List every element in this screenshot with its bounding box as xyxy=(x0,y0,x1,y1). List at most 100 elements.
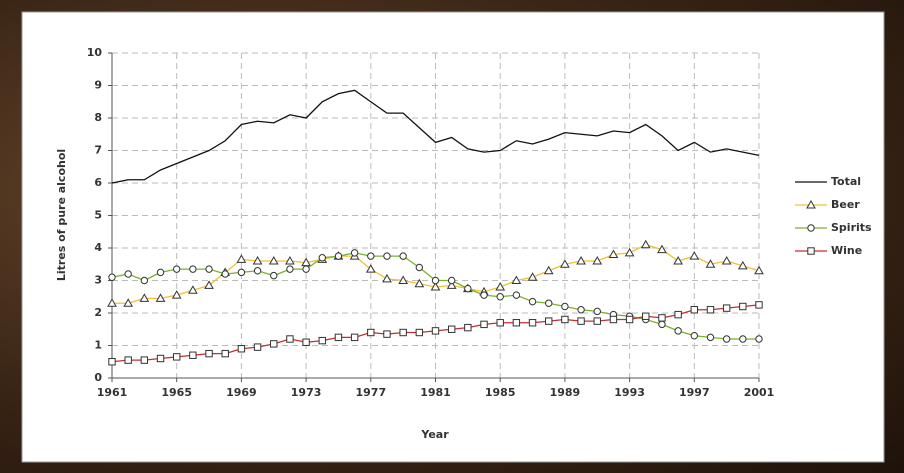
marker xyxy=(189,265,197,273)
marker xyxy=(221,349,229,358)
marker xyxy=(188,285,198,294)
marker xyxy=(204,280,214,289)
x-tick-label: 1981 xyxy=(420,386,451,399)
marker xyxy=(593,317,601,325)
marker xyxy=(302,338,310,346)
marker xyxy=(755,301,763,309)
marker xyxy=(511,275,522,284)
marker xyxy=(512,291,521,299)
marker xyxy=(447,325,456,333)
marker xyxy=(252,255,263,265)
marker xyxy=(367,252,375,260)
x-axis-label: Year xyxy=(420,428,449,441)
marker xyxy=(739,335,747,343)
marker xyxy=(236,254,247,263)
marker xyxy=(706,306,715,314)
marker xyxy=(495,281,506,291)
marker xyxy=(593,307,601,316)
marker xyxy=(431,327,440,335)
marker xyxy=(285,255,295,265)
marker xyxy=(350,333,359,342)
marker xyxy=(674,327,682,335)
marker xyxy=(415,263,424,272)
series-line xyxy=(111,89,760,184)
marker xyxy=(625,315,634,324)
marker xyxy=(431,276,440,285)
marker xyxy=(383,252,391,260)
marker xyxy=(545,299,553,307)
marker xyxy=(123,298,134,307)
legend-label: Wine xyxy=(831,244,862,257)
marker xyxy=(480,320,488,329)
marker xyxy=(806,199,816,209)
marker xyxy=(608,249,619,258)
marker xyxy=(139,293,150,302)
marker xyxy=(576,255,586,265)
marker xyxy=(399,252,407,260)
marker xyxy=(398,275,409,284)
marker xyxy=(286,265,294,273)
legend-label: Spirits xyxy=(831,221,872,234)
y-tick-label: 5 xyxy=(94,209,102,222)
marker xyxy=(689,251,700,260)
x-tick-label: 1997 xyxy=(679,386,710,399)
marker xyxy=(156,354,165,363)
marker xyxy=(399,328,407,337)
marker xyxy=(737,260,748,270)
marker xyxy=(189,351,197,359)
x-tick-label: 1993 xyxy=(614,386,645,399)
marker xyxy=(140,276,149,285)
marker xyxy=(755,335,763,343)
legend-label: Total xyxy=(831,175,861,188)
marker xyxy=(722,304,731,312)
marker xyxy=(270,340,278,348)
marker xyxy=(318,336,326,345)
marker xyxy=(237,345,246,353)
x-tick-label: 1977 xyxy=(355,386,386,399)
marker xyxy=(430,281,441,291)
y-tick-label: 10 xyxy=(87,46,103,59)
marker xyxy=(545,317,553,325)
marker xyxy=(205,349,213,358)
marker xyxy=(561,315,569,324)
marker xyxy=(480,291,488,299)
x-tick-label: 1961 xyxy=(97,386,128,399)
marker xyxy=(527,272,538,281)
y-tick-label: 7 xyxy=(94,144,102,157)
y-tick-label: 2 xyxy=(94,306,102,319)
y-tick-label: 1 xyxy=(94,339,102,352)
y-tick-label: 9 xyxy=(94,79,102,92)
x-tick-label: 1985 xyxy=(485,386,516,399)
marker xyxy=(690,306,698,314)
marker xyxy=(640,239,651,249)
marker xyxy=(415,328,424,337)
y-tick-label: 3 xyxy=(94,274,102,287)
marker xyxy=(173,353,181,361)
marker xyxy=(237,268,246,277)
marker xyxy=(528,297,537,306)
marker xyxy=(512,319,521,327)
marker xyxy=(543,265,554,275)
y-tick-label: 4 xyxy=(94,241,102,254)
y-tick-label: 8 xyxy=(94,111,102,124)
marker xyxy=(205,265,213,273)
marker xyxy=(447,276,456,285)
marker xyxy=(367,328,375,337)
y-axis-label: Litres of pure alcohol xyxy=(55,149,68,281)
marker xyxy=(108,273,116,281)
marker xyxy=(365,264,376,273)
marker xyxy=(754,265,764,275)
marker xyxy=(592,255,603,265)
x-tick-label: 1969 xyxy=(226,386,257,399)
marker xyxy=(657,244,667,254)
marker xyxy=(414,278,425,288)
marker xyxy=(560,259,570,268)
marker xyxy=(658,314,666,322)
marker xyxy=(561,302,569,311)
marker xyxy=(528,319,537,327)
marker xyxy=(124,356,132,364)
y-tick-label: 0 xyxy=(94,371,102,384)
marker xyxy=(706,333,715,342)
marker xyxy=(705,259,716,268)
